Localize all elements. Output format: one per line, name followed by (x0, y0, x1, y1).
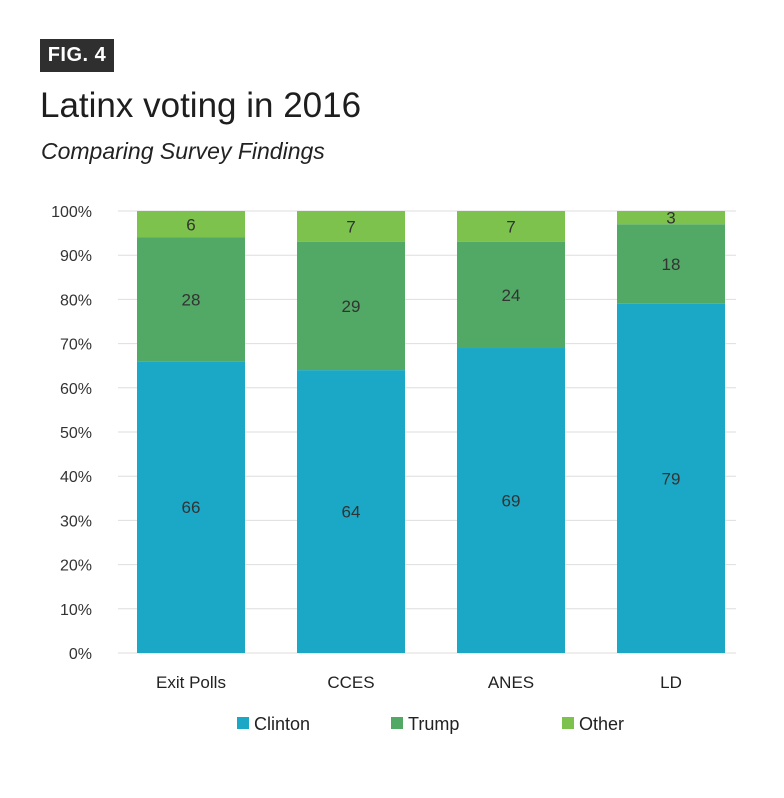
data-label: 7 (506, 217, 515, 236)
chart-subtitle: Comparing Survey Findings (41, 138, 325, 164)
y-tick-label: 10% (60, 602, 92, 619)
legend-label: Clinton (254, 714, 310, 734)
y-tick-label: 0% (69, 646, 92, 663)
bar-segment-other (617, 211, 725, 225)
y-tick-label: 30% (60, 513, 92, 530)
y-tick-label: 90% (60, 248, 92, 265)
data-label: 28 (182, 290, 201, 309)
legend-label: Other (579, 714, 624, 734)
data-label: 24 (502, 286, 521, 305)
y-tick-label: 40% (60, 469, 92, 486)
data-label: 79 (662, 469, 681, 488)
data-label: 3 (666, 209, 675, 228)
y-tick-label: 20% (60, 558, 92, 575)
bar-segment-trump (457, 241, 565, 349)
bar-segment-trump (137, 237, 245, 362)
data-label: 66 (182, 498, 201, 517)
y-tick-label: 60% (60, 381, 92, 398)
chart-title: Latinx voting in 2016 (40, 86, 362, 125)
x-category-label: Exit Polls (156, 673, 226, 692)
figure-badge: FIG. 4 (40, 39, 114, 72)
bar-segment-clinton (617, 303, 725, 653)
bar-segment-other (297, 211, 405, 242)
legend-swatch-clinton (237, 717, 249, 729)
bar-segment-trump (297, 241, 405, 371)
data-label: 69 (502, 492, 521, 511)
bar-segment-other (137, 211, 245, 238)
bar-segment-other (457, 211, 565, 242)
data-label: 64 (342, 503, 361, 522)
x-category-label: ANES (488, 673, 534, 692)
x-category-label: LD (660, 673, 682, 692)
bar-segment-clinton (297, 370, 405, 653)
bar-segment-clinton (457, 348, 565, 653)
bar-segment-clinton (137, 361, 245, 653)
y-tick-label: 100% (51, 204, 92, 221)
data-label: 18 (662, 255, 681, 274)
data-label: 29 (342, 297, 361, 316)
legend-swatch-trump (391, 717, 403, 729)
y-tick-label: 80% (60, 292, 92, 309)
legend-swatch-other (562, 717, 574, 729)
x-category-label: CCES (327, 673, 374, 692)
data-label: 6 (186, 215, 195, 234)
y-tick-label: 50% (60, 425, 92, 442)
data-label: 7 (346, 217, 355, 236)
legend-label: Trump (408, 714, 459, 734)
y-tick-label: 70% (60, 337, 92, 354)
bar-segment-trump (617, 224, 725, 304)
